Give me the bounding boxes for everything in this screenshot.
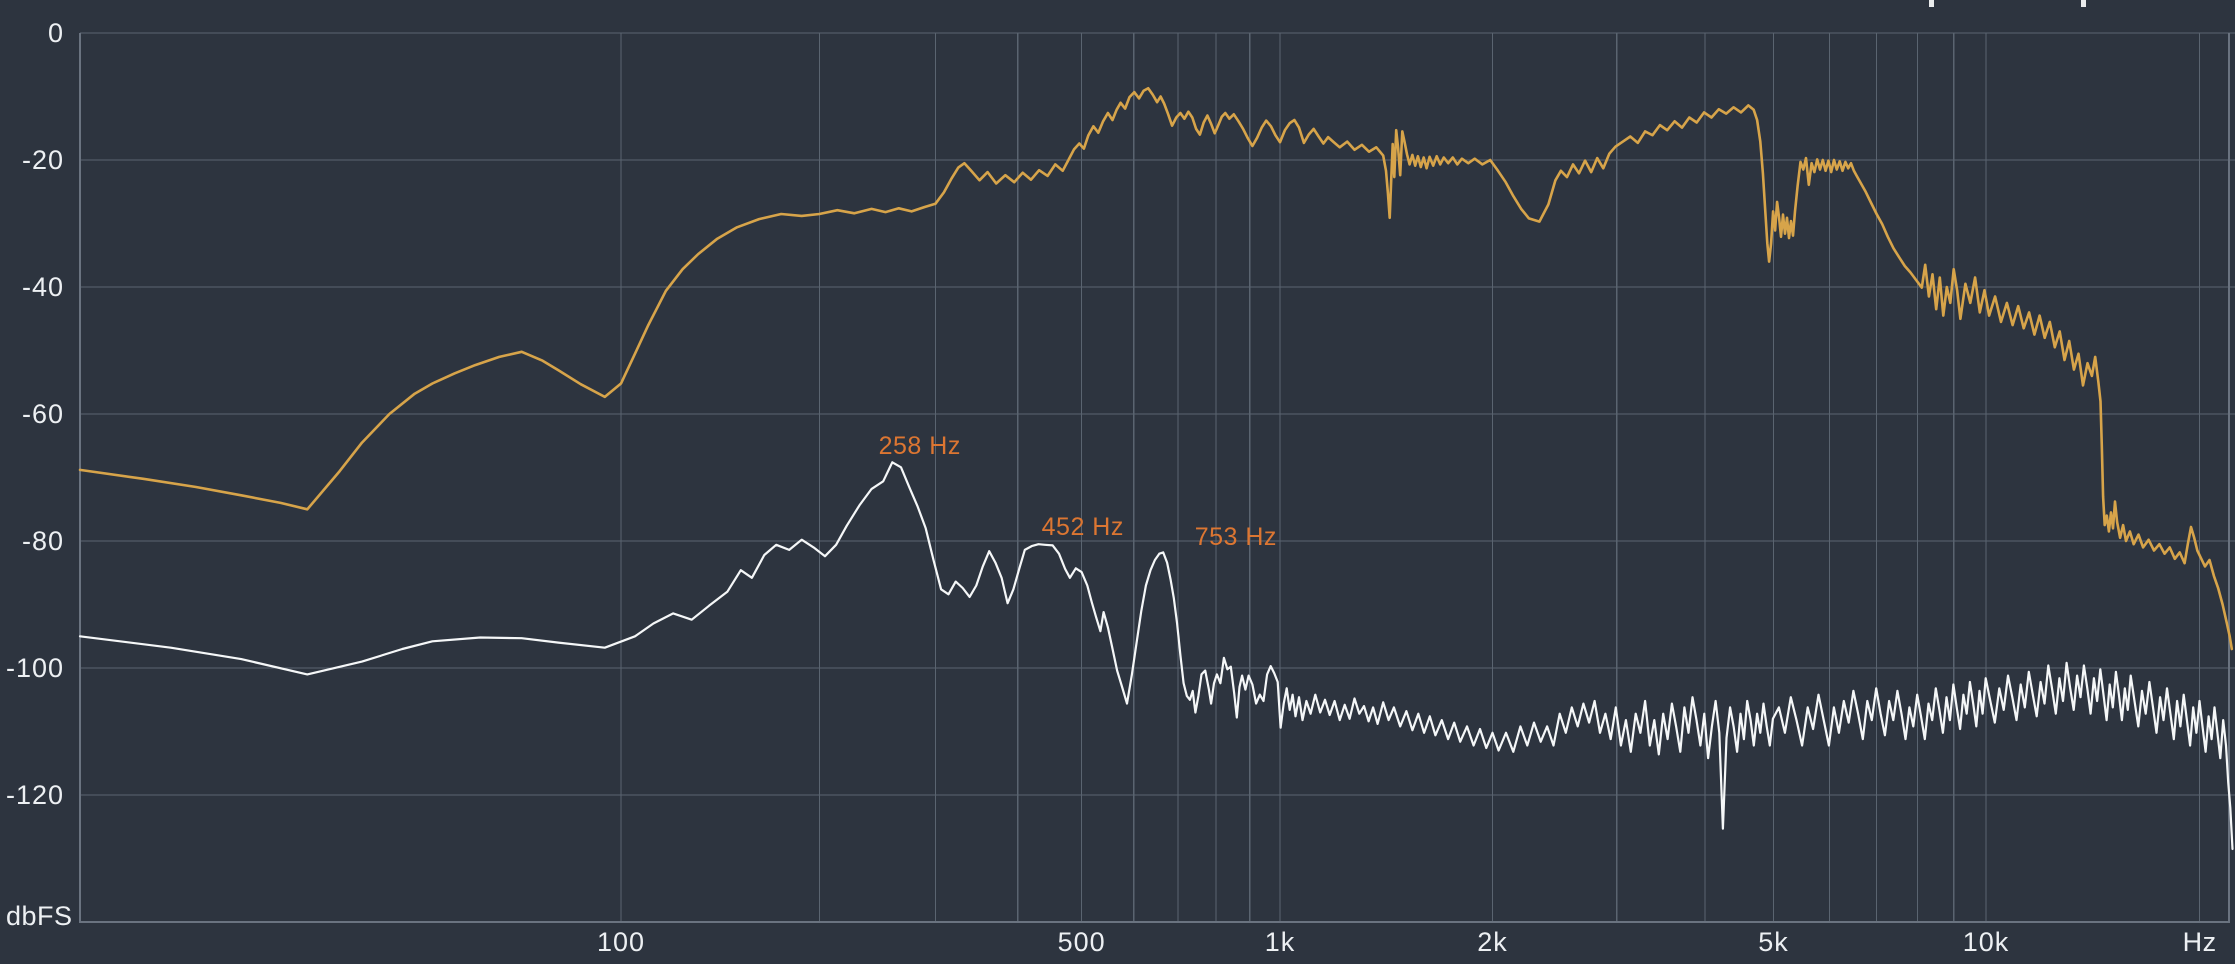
- axis-labels: 0 -20 -40 -60 -80 -100 -120 dbFS 100 500 1k 2k 5k 10k…: [6, 18, 2217, 957]
- y-tick-label: 0: [48, 18, 64, 48]
- x-tick-label: 2k: [1477, 927, 1508, 957]
- x-tick-label: 500: [1058, 927, 1106, 957]
- cutoff-ui-fragment: [1929, 0, 1934, 7]
- gridlines: [79, 32, 2235, 923]
- y-tick-label: -100: [6, 653, 64, 683]
- y-axis-unit-label: dbFS: [6, 901, 73, 931]
- y-tick-label: -20: [22, 145, 64, 175]
- x-tick-label: 5k: [1758, 927, 1789, 957]
- peak-annotation: 258 Hz: [879, 432, 961, 460]
- x-axis-unit-label: Hz: [2183, 927, 2217, 957]
- x-tick-label: 1k: [1265, 927, 1296, 957]
- plot-border: [79, 33, 2230, 923]
- y-tick-label: -60: [22, 399, 64, 429]
- y-tick-label: -120: [6, 780, 64, 810]
- plot-area[interactable]: [80, 33, 2229, 922]
- cutoff-ui-fragment: [2081, 0, 2086, 7]
- x-tick-label: 10k: [1963, 927, 2010, 957]
- annotations: 258 Hz 452 Hz 753 Hz: [879, 432, 1277, 551]
- y-tick-label: -40: [22, 272, 64, 302]
- series-gold-trace: [78, 86, 2234, 651]
- series-white-trace: [78, 461, 2234, 851]
- y-tick-label: -80: [22, 526, 64, 556]
- x-tick-label: 100: [597, 927, 645, 957]
- peak-annotation: 452 Hz: [1042, 513, 1124, 541]
- traces: [78, 86, 2234, 851]
- peak-annotation: 753 Hz: [1195, 523, 1277, 551]
